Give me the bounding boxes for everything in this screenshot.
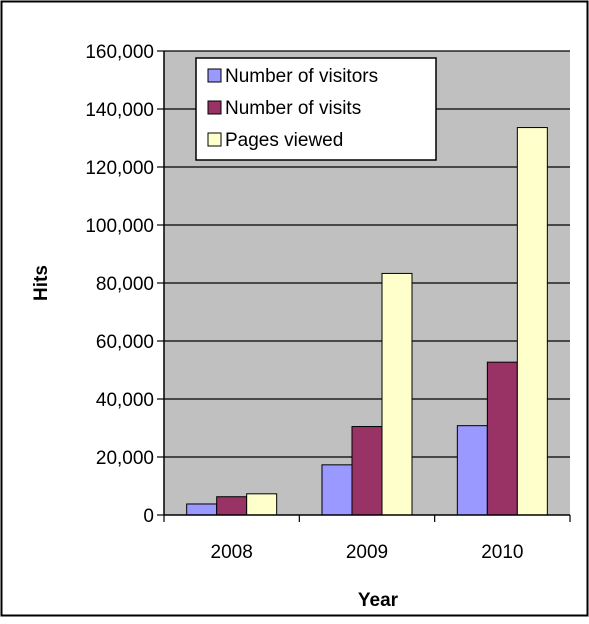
bar-number-of-visits-2009 [351, 426, 383, 516]
x-tick-label: 2009 [346, 542, 388, 563]
bar-pages-viewed-2008 [246, 493, 278, 516]
y-axis-title: Hits [31, 265, 52, 301]
axes [157, 50, 571, 522]
legend-label: Pages viewed [225, 130, 343, 151]
legend: Number of visitors Number of visits Pages … [195, 57, 437, 161]
bar-number-of-visitors-2009 [321, 464, 353, 516]
y-tick-label: 120,000 [85, 158, 154, 179]
y-tick-label: 80,000 [96, 274, 154, 295]
bar-number-of-visits-2008 [216, 496, 248, 516]
y-tick-label: 140,000 [85, 100, 154, 121]
y-tick-label: 20,000 [96, 448, 154, 469]
bar-number-of-visitors-2008 [186, 503, 218, 516]
x-tick-label: 2008 [211, 542, 253, 563]
y-tick-label: 160,000 [85, 42, 154, 63]
x-tick-labels: 2008 2009 2010 [211, 542, 524, 563]
legend-label: Number of visitors [225, 66, 378, 87]
legend-box [195, 57, 437, 161]
y-tick-label: 0 [143, 506, 154, 527]
bar-number-of-visitors-2010 [456, 425, 488, 516]
legend-swatch [207, 100, 222, 115]
y-tick-label: 40,000 [96, 390, 154, 411]
legend-swatch [207, 68, 222, 83]
bar-pages-viewed-2010 [516, 127, 548, 516]
x-axis-title: Year [358, 590, 399, 611]
legend-label: Number of visits [225, 98, 361, 119]
legend-swatch [207, 132, 222, 147]
y-tick-label: 100,000 [85, 216, 154, 237]
bar-number-of-visits-2010 [486, 361, 518, 516]
x-tick-label: 2010 [481, 542, 523, 563]
y-tick-labels: 0 20,000 40,000 60,000 80,000 100,000 120,000 1… [85, 42, 154, 527]
bar-pages-viewed-2009 [381, 272, 413, 516]
y-tick-label: 60,000 [96, 332, 154, 353]
